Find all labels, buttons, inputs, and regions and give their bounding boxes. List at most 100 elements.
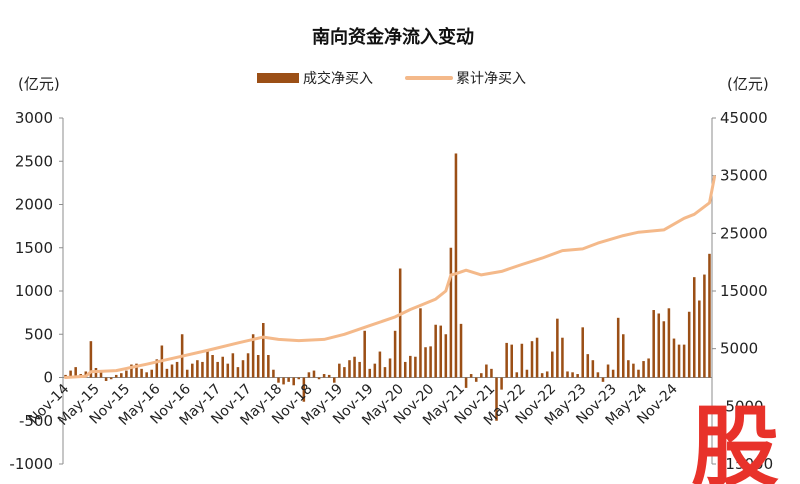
bar [510, 344, 513, 378]
bar [596, 372, 600, 378]
bar [530, 341, 534, 378]
right-axis-unit: (亿元) [727, 75, 769, 93]
bar [221, 356, 224, 378]
bar [687, 311, 691, 378]
bar [241, 360, 245, 378]
bar [480, 373, 483, 378]
bar [682, 344, 686, 378]
bar [535, 337, 539, 378]
bar [571, 372, 574, 378]
bar [414, 356, 417, 378]
bar [256, 355, 260, 378]
bar [434, 324, 437, 378]
bar [125, 370, 128, 378]
bar [556, 318, 559, 378]
left-y-tick-label: -1000 [9, 455, 53, 473]
bar [551, 351, 554, 378]
bar [662, 321, 666, 378]
bar [525, 369, 529, 378]
bar [175, 361, 179, 378]
bar [135, 363, 138, 378]
bar [403, 361, 407, 378]
right-y-tick-label: -5000 [720, 397, 764, 415]
bar [130, 364, 133, 378]
bar [74, 367, 77, 378]
bar [327, 374, 331, 378]
bar [312, 370, 316, 378]
bar [490, 368, 493, 378]
cumulative-line [64, 175, 716, 379]
bar [698, 300, 701, 378]
bar [581, 327, 584, 378]
bar [586, 354, 590, 378]
bar [201, 361, 204, 378]
bar [140, 368, 143, 378]
left-y-ticks: 3000 2500 2000 1500 1000 500 0 -500 -1000 [9, 109, 63, 473]
bar [231, 353, 235, 378]
left-y-tick-label: 3000 [15, 109, 53, 127]
bar [292, 377, 295, 386]
stock-logo-mark: 股 [691, 396, 779, 484]
bar [611, 369, 615, 378]
bar [439, 325, 443, 378]
legend-label-bar: 成交净买入 [303, 70, 373, 87]
bar [692, 277, 696, 378]
bar [388, 358, 392, 378]
bar [495, 377, 498, 421]
bar [332, 377, 336, 383]
bar [322, 374, 326, 378]
bar [226, 363, 230, 378]
bar [647, 358, 650, 378]
left-y-tick-label: 2500 [15, 152, 53, 170]
bar [145, 372, 148, 378]
bar [444, 334, 448, 378]
bar [449, 247, 453, 378]
bar [353, 356, 356, 378]
bar [114, 374, 118, 378]
bar [566, 371, 569, 378]
bar [368, 368, 372, 378]
bar [464, 377, 468, 388]
bar [378, 351, 382, 378]
bar [99, 372, 103, 378]
bar [211, 355, 214, 378]
bar [627, 360, 630, 378]
bar [459, 323, 463, 378]
bar [267, 355, 270, 378]
chart-title: 南向资金净流入变动 [312, 26, 474, 48]
bar [398, 268, 402, 378]
bar [196, 360, 199, 378]
bar [338, 363, 341, 378]
right-y-tick-label: 45000 [720, 109, 768, 127]
bar [358, 361, 361, 378]
left-y-tick-label: 500 [24, 325, 53, 343]
bar [672, 338, 676, 378]
bar [576, 374, 579, 378]
bar [561, 337, 564, 378]
bar [520, 343, 524, 378]
bar [632, 363, 635, 378]
bar [69, 370, 72, 378]
right-y-tick-label: 25000 [720, 224, 768, 242]
bar [272, 369, 275, 378]
bar [89, 341, 93, 378]
left-y-tick-label: 2000 [15, 196, 53, 214]
bar [637, 369, 640, 378]
bar [150, 369, 153, 378]
legend-swatch-bar [257, 73, 299, 83]
bar [343, 367, 346, 378]
bar [363, 330, 366, 378]
bar [302, 377, 306, 402]
bar [642, 361, 645, 378]
bar [622, 334, 625, 378]
bar [500, 377, 503, 390]
bar-series [64, 153, 711, 421]
bar [282, 377, 285, 385]
bar [206, 349, 209, 378]
bar [251, 334, 255, 378]
bar [419, 308, 422, 378]
bar [165, 368, 169, 378]
bar [606, 364, 610, 378]
bar [317, 377, 321, 380]
